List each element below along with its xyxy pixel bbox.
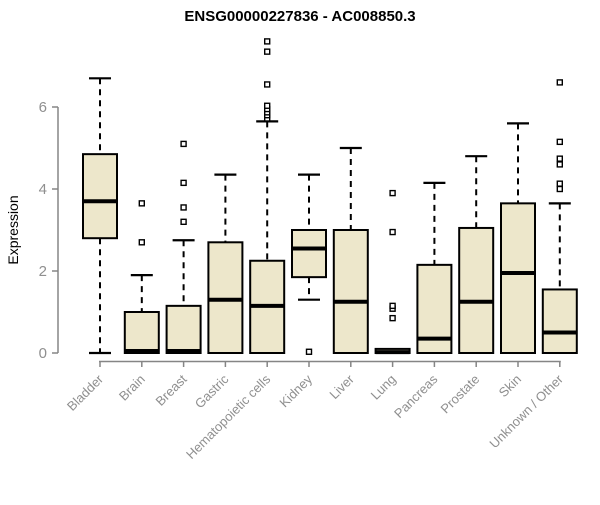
box (207, 241, 244, 354)
outlier-point (389, 228, 396, 236)
outlier-point (556, 79, 563, 86)
y-tick-label: 6 (39, 99, 47, 116)
outlier-point (138, 200, 146, 207)
outlier-point (556, 161, 563, 168)
outlier-point (556, 180, 563, 187)
outlier-point (305, 348, 313, 355)
outlier-point (180, 218, 187, 226)
box (291, 229, 327, 279)
x-tick-label: Pancreas (391, 371, 441, 421)
outlier-point (180, 179, 187, 187)
x-tick-label: Skin (496, 372, 524, 400)
outlier-point (138, 239, 146, 246)
x-tick-label: Lung (368, 372, 399, 403)
box (500, 202, 536, 354)
outlier-point (556, 155, 563, 162)
outlier-point (264, 102, 271, 109)
box (332, 229, 369, 354)
x-tick-label: Liver (326, 371, 357, 402)
x-tick-label: Gastric (192, 371, 232, 411)
y-tick-label: 0 (39, 345, 47, 362)
y-tick-label: 2 (39, 263, 47, 280)
x-tick-label: Bladder (64, 371, 107, 414)
box (541, 288, 578, 355)
y-tick-label: 4 (39, 181, 47, 198)
outlier-point (556, 185, 563, 193)
outlier-point (389, 314, 396, 322)
outlier-point (180, 140, 187, 148)
outlier-point (556, 138, 563, 146)
outlier-point (264, 48, 271, 55)
outlier-point (389, 302, 396, 310)
outlier-point (180, 204, 187, 211)
box (165, 304, 202, 355)
x-tick-label: Breast (153, 371, 190, 408)
outlier-point (264, 38, 271, 45)
x-tick-label: Prostate (437, 372, 482, 417)
x-tick-label: Brain (116, 372, 148, 404)
x-tick-label: Kidney (276, 371, 315, 410)
box (82, 153, 118, 240)
box (123, 311, 160, 354)
x-tick-label: Unknown / Other (486, 371, 566, 451)
y-axis-label: Expression (5, 195, 21, 264)
box (458, 226, 495, 354)
outlier-point (389, 189, 396, 197)
outlier-point (264, 81, 271, 88)
chart-title: ENSG00000227836 - AC008850.3 (184, 8, 415, 25)
